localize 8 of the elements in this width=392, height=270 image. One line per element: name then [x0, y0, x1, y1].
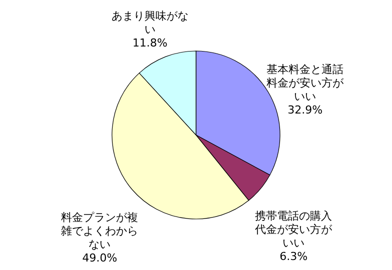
data-label: 49.0% [82, 251, 118, 264]
slice-label: 携帯電話の購入代金が安い方がいい [254, 209, 334, 250]
slice-label: 料金プランが複雑でよくわからない [61, 210, 138, 251]
slice-label: 基本料金と通話料金が安い方がいい [266, 63, 345, 104]
data-label: 32.9% [288, 104, 323, 117]
slice-label: あまり興味がない [111, 10, 188, 36]
data-label: 11.8% [132, 36, 168, 50]
data-label: 6.3% [280, 250, 308, 263]
